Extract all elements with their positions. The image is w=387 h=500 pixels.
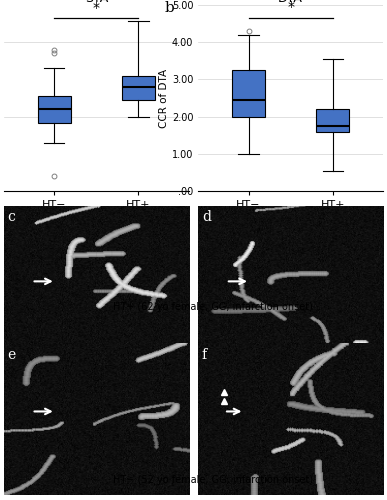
- Text: e: e: [8, 348, 16, 362]
- Text: b: b: [165, 2, 175, 16]
- FancyBboxPatch shape: [232, 70, 265, 116]
- FancyBboxPatch shape: [122, 76, 155, 100]
- Text: c: c: [8, 210, 15, 224]
- FancyBboxPatch shape: [38, 96, 71, 122]
- Y-axis label: CCR of DTA: CCR of DTA: [159, 68, 169, 128]
- Text: d: d: [202, 210, 211, 224]
- Text: HT+ (62 yo female, GG, infarction onset): HT+ (62 yo female, GG, infarction onset): [113, 302, 313, 312]
- Text: *: *: [93, 0, 100, 14]
- Title: DTA: DTA: [278, 0, 303, 5]
- Text: *: *: [287, 0, 294, 14]
- FancyBboxPatch shape: [316, 110, 349, 132]
- Text: HT− (52 yo female, GG, infarction onset): HT− (52 yo female, GG, infarction onset): [113, 475, 313, 485]
- Text: f: f: [202, 348, 207, 362]
- Title: STA: STA: [85, 0, 108, 5]
